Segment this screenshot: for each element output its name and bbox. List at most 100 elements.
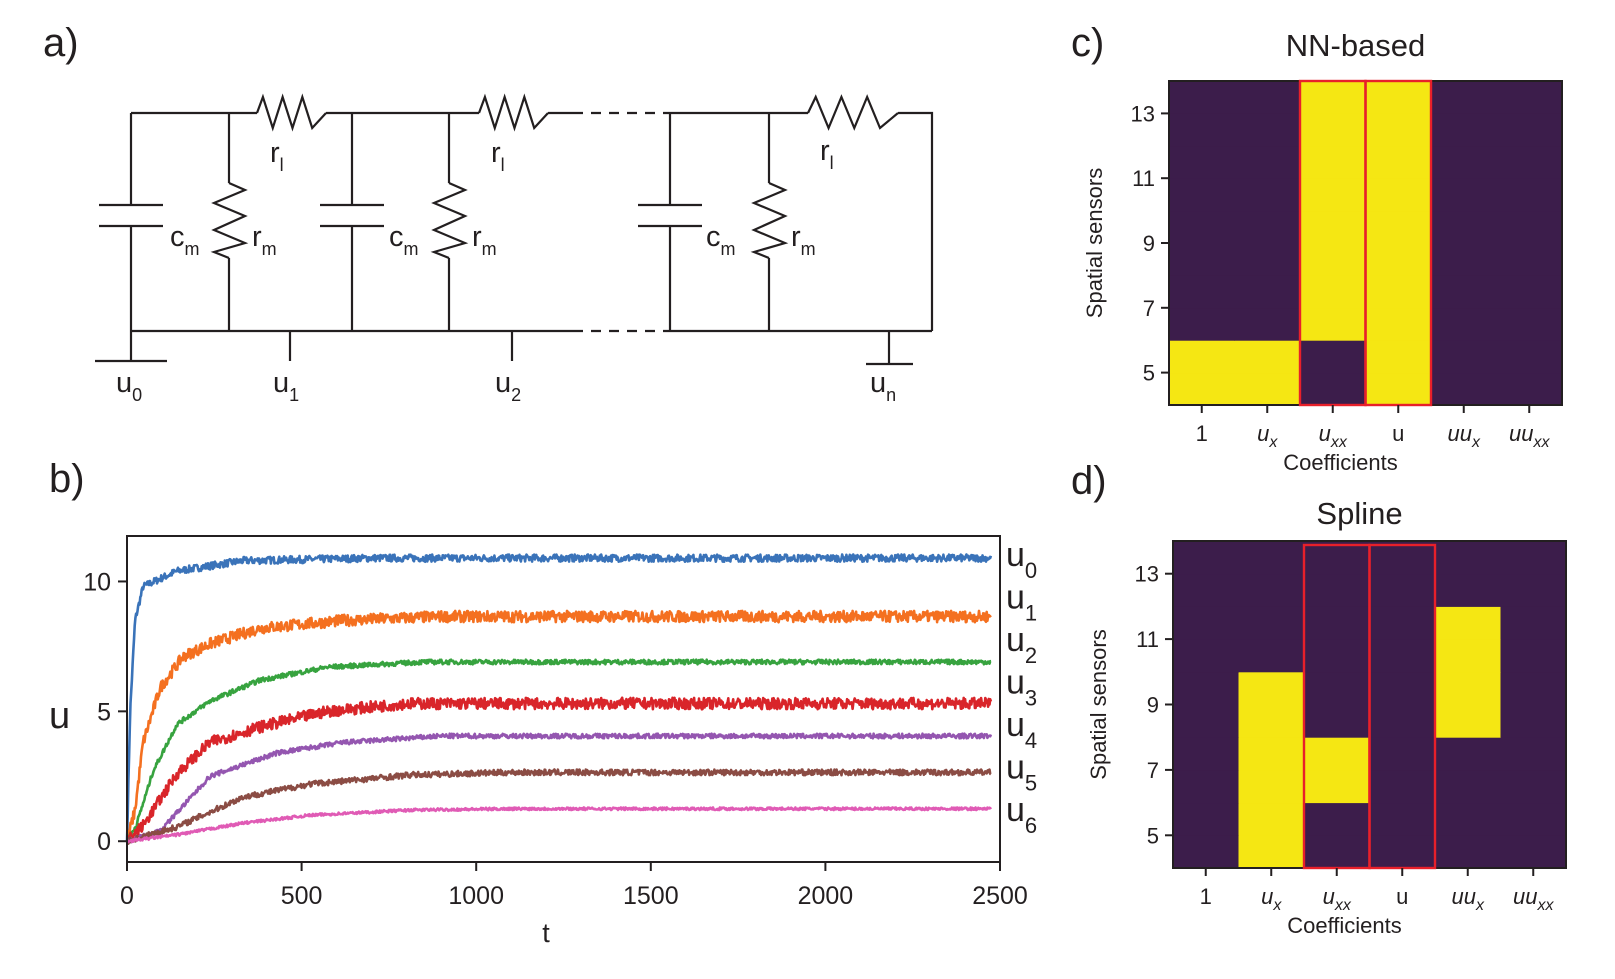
heatmap-cell xyxy=(1365,275,1432,309)
membrane-resistor-label-subscript: m xyxy=(801,239,816,259)
longitudinal-resistor-label-subscript: l xyxy=(830,153,834,173)
series-label-subscript: 2 xyxy=(1025,643,1037,668)
heatmap-cell xyxy=(1169,340,1235,374)
heatmap-cell xyxy=(1496,372,1563,406)
heatmap-cell xyxy=(1234,145,1301,179)
longitudinal-resistor-icon xyxy=(477,93,549,132)
end-wire xyxy=(898,111,934,331)
heatmap-cell xyxy=(1238,573,1305,607)
heatmap-cell xyxy=(1234,81,1301,114)
heatmap-cell xyxy=(1300,275,1366,309)
heatmap-cell xyxy=(1300,307,1366,341)
heatmap-cell xyxy=(1496,307,1563,341)
heatmap-cell xyxy=(1369,769,1436,804)
panel-label-b: b) xyxy=(49,457,85,501)
longitudinal-resistor-label: rl xyxy=(270,137,284,175)
heatmap-title: NN-based xyxy=(1286,28,1426,63)
series-line-u3 xyxy=(125,696,993,842)
heatmap-cell xyxy=(1304,639,1370,673)
heatmap-cell xyxy=(1238,639,1305,673)
heatmap-cell xyxy=(1431,81,1497,114)
x-tick-label: ux xyxy=(1257,421,1278,451)
heatmap-cell xyxy=(1500,704,1567,738)
membrane-resistor-label-main: r xyxy=(472,221,482,253)
heatmap-cell xyxy=(1431,372,1497,406)
longitudinal-resistor-icon xyxy=(807,94,899,131)
heatmap-cell xyxy=(1238,606,1305,640)
heatmap-cell xyxy=(1500,769,1567,804)
heatmap-cell xyxy=(1369,639,1436,673)
heatmap-cell xyxy=(1238,737,1305,771)
longitudinal-resistor-label: rl xyxy=(491,137,505,175)
heatmap-cell xyxy=(1369,671,1436,705)
heatmap-cell xyxy=(1238,671,1305,705)
heatmap-cell xyxy=(1435,737,1501,771)
membrane-resistor-icon xyxy=(210,181,249,260)
heatmap-cell xyxy=(1496,340,1563,374)
x-axis-label: Coefficients xyxy=(1283,450,1398,475)
heatmap-cell xyxy=(1435,802,1501,836)
capacitor-label-main: c xyxy=(170,221,185,253)
capacitor-label-main: c xyxy=(389,221,404,253)
y-tick-label: 11 xyxy=(1132,166,1155,191)
x-tick-label-main: 1 xyxy=(1200,884,1212,909)
x-tick-label-main: u xyxy=(1323,884,1335,909)
membrane-resistor-label: rm xyxy=(791,221,816,259)
heatmap-cell xyxy=(1431,145,1497,179)
heatmap-cell xyxy=(1173,704,1239,738)
heatmap-cell xyxy=(1304,573,1370,607)
y-tick-label: 10 xyxy=(83,568,111,596)
heatmap-cell xyxy=(1173,737,1239,771)
heatmap-cell xyxy=(1365,372,1432,406)
heatmap-cell xyxy=(1238,835,1305,869)
heatmap-cell xyxy=(1365,307,1432,341)
heatmap-cell xyxy=(1431,178,1497,212)
heatmap-cell xyxy=(1435,835,1501,869)
membrane-resistor-label: rm xyxy=(472,221,497,259)
x-tick-label: u xyxy=(1396,884,1408,909)
heatmap-cell xyxy=(1234,210,1301,244)
heatmap-cell xyxy=(1369,802,1436,836)
heatmap-cell xyxy=(1435,606,1501,640)
y-tick-label: 7 xyxy=(1143,296,1155,321)
heatmap-cell xyxy=(1300,81,1366,114)
x-tick-label-subscript: x xyxy=(1471,434,1481,451)
node-label-0: u0 xyxy=(116,367,142,405)
x-tick-label-main: u xyxy=(1319,421,1331,446)
series-label-6: u6 xyxy=(1006,791,1037,838)
heatmap-cell xyxy=(1431,275,1497,309)
heatmap-cell xyxy=(1435,541,1501,575)
heatmap-cell xyxy=(1169,210,1235,244)
y-axis-label: Spatial sensors xyxy=(1086,629,1111,779)
heatmap-cell xyxy=(1173,606,1239,640)
x-tick-label: uux xyxy=(1452,884,1485,914)
series-line-u1 xyxy=(125,609,992,844)
y-tick-label: 5 xyxy=(97,698,111,726)
membrane-resistor-icon xyxy=(750,181,789,260)
node-label-3-subscript: n xyxy=(886,385,896,405)
heatmap-cell xyxy=(1238,541,1305,575)
longitudinal-resistor-label-main: r xyxy=(491,137,501,169)
heatmap-title: Spline xyxy=(1316,496,1402,531)
heatmap-cell xyxy=(1304,671,1370,705)
capacitor-label-main: c xyxy=(706,221,721,253)
y-tick-label: 13 xyxy=(1131,101,1155,126)
y-tick-label: 7 xyxy=(1147,758,1159,783)
x-tick-label-main: u xyxy=(1392,421,1404,446)
heatmap-cell xyxy=(1365,243,1432,276)
heatmap-cell xyxy=(1369,573,1436,607)
x-tick-label-main: u xyxy=(1396,884,1408,909)
x-tick-label-subscript: xx xyxy=(1536,897,1554,914)
series-label-1: u1 xyxy=(1006,579,1037,626)
heatmap-cell xyxy=(1496,210,1563,244)
heatmap-cell xyxy=(1431,113,1497,147)
capacitor-label: cm xyxy=(389,221,419,259)
series-label-main: u xyxy=(1006,579,1025,617)
series-label-subscript: 6 xyxy=(1025,813,1037,838)
x-tick-label-subscript: xx xyxy=(1334,897,1352,914)
heatmap-cell xyxy=(1435,704,1501,738)
heatmap-cell xyxy=(1169,178,1235,212)
